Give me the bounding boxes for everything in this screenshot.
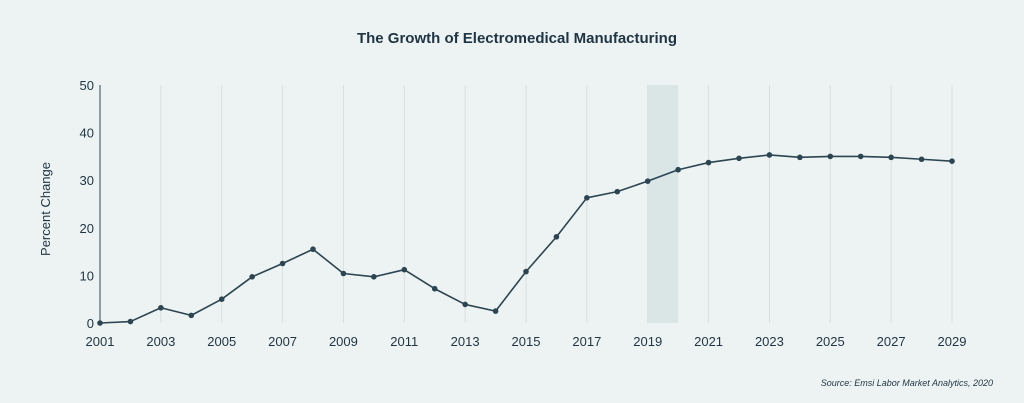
data-point-2007	[279, 260, 286, 267]
data-point-2018	[614, 188, 621, 195]
data-point-2010	[371, 274, 377, 280]
data-point-2009	[340, 270, 347, 277]
data-point-2008	[310, 246, 316, 253]
x-tick-label-2027: 2027	[877, 334, 906, 349]
data-point-2026	[857, 153, 864, 160]
data-point-2006	[249, 274, 255, 280]
y-tick-label-20: 20	[80, 221, 94, 236]
x-tick-label-2001: 2001	[86, 334, 115, 349]
x-tick-label-2025: 2025	[816, 334, 845, 349]
data-point-2022	[736, 155, 742, 162]
y-axis-label: Percent Change	[38, 162, 53, 256]
highlight-band	[647, 85, 679, 323]
data-point-2027	[888, 154, 894, 161]
x-tick-label-2011: 2011	[390, 334, 418, 349]
data-point-2015	[523, 268, 529, 275]
x-tick-label-2013: 2013	[451, 334, 480, 349]
data-point-2020	[675, 166, 681, 173]
data-point-2012	[431, 285, 438, 292]
y-tick-label-10: 10	[80, 268, 94, 283]
x-tick-label-2009: 2009	[329, 334, 358, 349]
data-point-2025	[827, 153, 834, 160]
x-tick-label-2003: 2003	[146, 334, 175, 349]
data-point-2011	[401, 266, 408, 273]
x-tick-label-2021: 2021	[694, 334, 723, 349]
x-tick-label-2023: 2023	[755, 334, 784, 349]
data-point-2001	[97, 320, 103, 326]
data-point-2019	[644, 178, 651, 184]
y-tick-label-0: 0	[87, 316, 94, 331]
data-point-2016	[553, 234, 560, 240]
x-tick-label-2029: 2029	[938, 334, 967, 349]
data-point-2029	[949, 158, 955, 164]
data-point-2004	[188, 312, 195, 319]
data-point-2023	[766, 152, 773, 158]
data-point-2014	[492, 308, 499, 314]
data-point-2002	[127, 318, 134, 325]
y-tick-label-50: 50	[80, 78, 94, 93]
x-tick-label-2015: 2015	[512, 334, 541, 349]
data-point-2028	[918, 156, 925, 163]
source-note: Source: Emsi Labor Market Analytics, 202…	[821, 378, 993, 388]
data-point-2003	[158, 304, 164, 311]
data-point-2024	[797, 154, 803, 161]
data-point-2005	[218, 296, 225, 303]
x-tick-label-2019: 2019	[633, 334, 662, 349]
x-tick-label-2005: 2005	[207, 334, 236, 349]
chart-title: The Growth of Electromedical Manufacturi…	[357, 30, 677, 47]
y-tick-label-30: 30	[80, 173, 94, 188]
data-point-2021	[705, 159, 712, 166]
x-tick-label-2007: 2007	[268, 334, 297, 349]
y-tick-label-40: 40	[80, 126, 94, 141]
data-point-2013	[462, 301, 468, 308]
data-point-2017	[584, 195, 590, 201]
x-tick-label-2017: 2017	[572, 334, 601, 349]
